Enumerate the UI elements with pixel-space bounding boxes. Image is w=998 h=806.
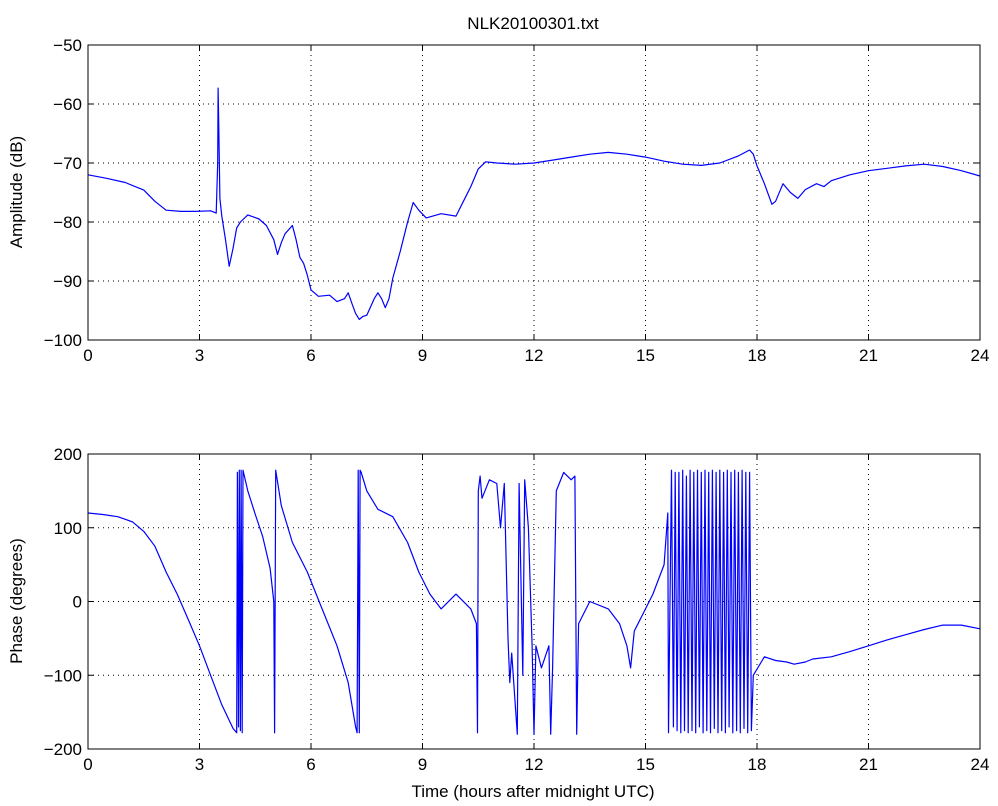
phase-x-tick-label: 24 <box>971 755 990 774</box>
amplitude-panel: 0 3 6 9 12 15 18 21 24 −50 −60 −70 −80 −90 −100 NLK201… <box>7 14 989 365</box>
amplitude-y-tick-label: −80 <box>53 213 82 232</box>
phase-panel: 0 3 6 9 12 15 18 21 24 200 100 0 −100 −200 Phase (deg… <box>7 445 989 801</box>
x-axis-label: Time (hours after midnight UTC) <box>411 782 654 801</box>
amplitude-y-tick-label: −50 <box>53 36 82 55</box>
phase-series-line <box>87 469 981 735</box>
amplitude-series-line <box>87 87 981 320</box>
phase-x-tick-label: 0 <box>83 755 92 774</box>
amplitude-x-tick-label: 15 <box>636 346 655 365</box>
amplitude-y-tick-label: −100 <box>44 331 82 350</box>
phase-x-tick-label: 3 <box>195 755 204 774</box>
phase-y-tick-label: 0 <box>73 593 82 612</box>
amplitude-x-tick-label: 3 <box>195 346 204 365</box>
amplitude-y-tick-label: −60 <box>53 95 82 114</box>
amplitude-series <box>87 87 981 320</box>
amplitude-x-tick-label: 24 <box>971 346 990 365</box>
phase-x-tick-label: 6 <box>306 755 315 774</box>
amplitude-y-tick-label: −90 <box>53 272 82 291</box>
phase-x-tick-label: 18 <box>748 755 767 774</box>
phase-y-tick-label: −200 <box>44 740 82 759</box>
phase-x-tick-label: 12 <box>525 755 544 774</box>
amplitude-x-tick-label: 0 <box>83 346 92 365</box>
amplitude-y-axis-label: Amplitude (dB) <box>7 136 26 248</box>
phase-x-tick-label: 15 <box>636 755 655 774</box>
phase-series <box>87 469 981 735</box>
phase-ticks: 0 3 6 9 12 15 18 21 24 200 100 0 −100 −200 <box>44 445 990 774</box>
phase-y-tick-label: 200 <box>54 445 82 464</box>
amplitude-x-tick-label: 9 <box>418 346 427 365</box>
phase-x-tick-label: 9 <box>418 755 427 774</box>
amplitude-ticks: 0 3 6 9 12 15 18 21 24 −50 −60 −70 −80 −90 −100 <box>44 36 990 365</box>
phase-grid <box>88 454 980 749</box>
amplitude-x-tick-label: 18 <box>748 346 767 365</box>
phase-y-tick-label: 100 <box>54 519 82 538</box>
amplitude-x-tick-label: 6 <box>306 346 315 365</box>
amplitude-x-tick-label: 12 <box>525 346 544 365</box>
chart-title: NLK20100301.txt <box>467 14 599 33</box>
phase-y-axis-label: Phase (degrees) <box>7 538 26 664</box>
phase-x-tick-label: 21 <box>859 755 878 774</box>
amplitude-x-tick-label: 21 <box>859 346 878 365</box>
phase-y-tick-label: −100 <box>44 666 82 685</box>
amplitude-y-tick-label: −70 <box>53 154 82 173</box>
